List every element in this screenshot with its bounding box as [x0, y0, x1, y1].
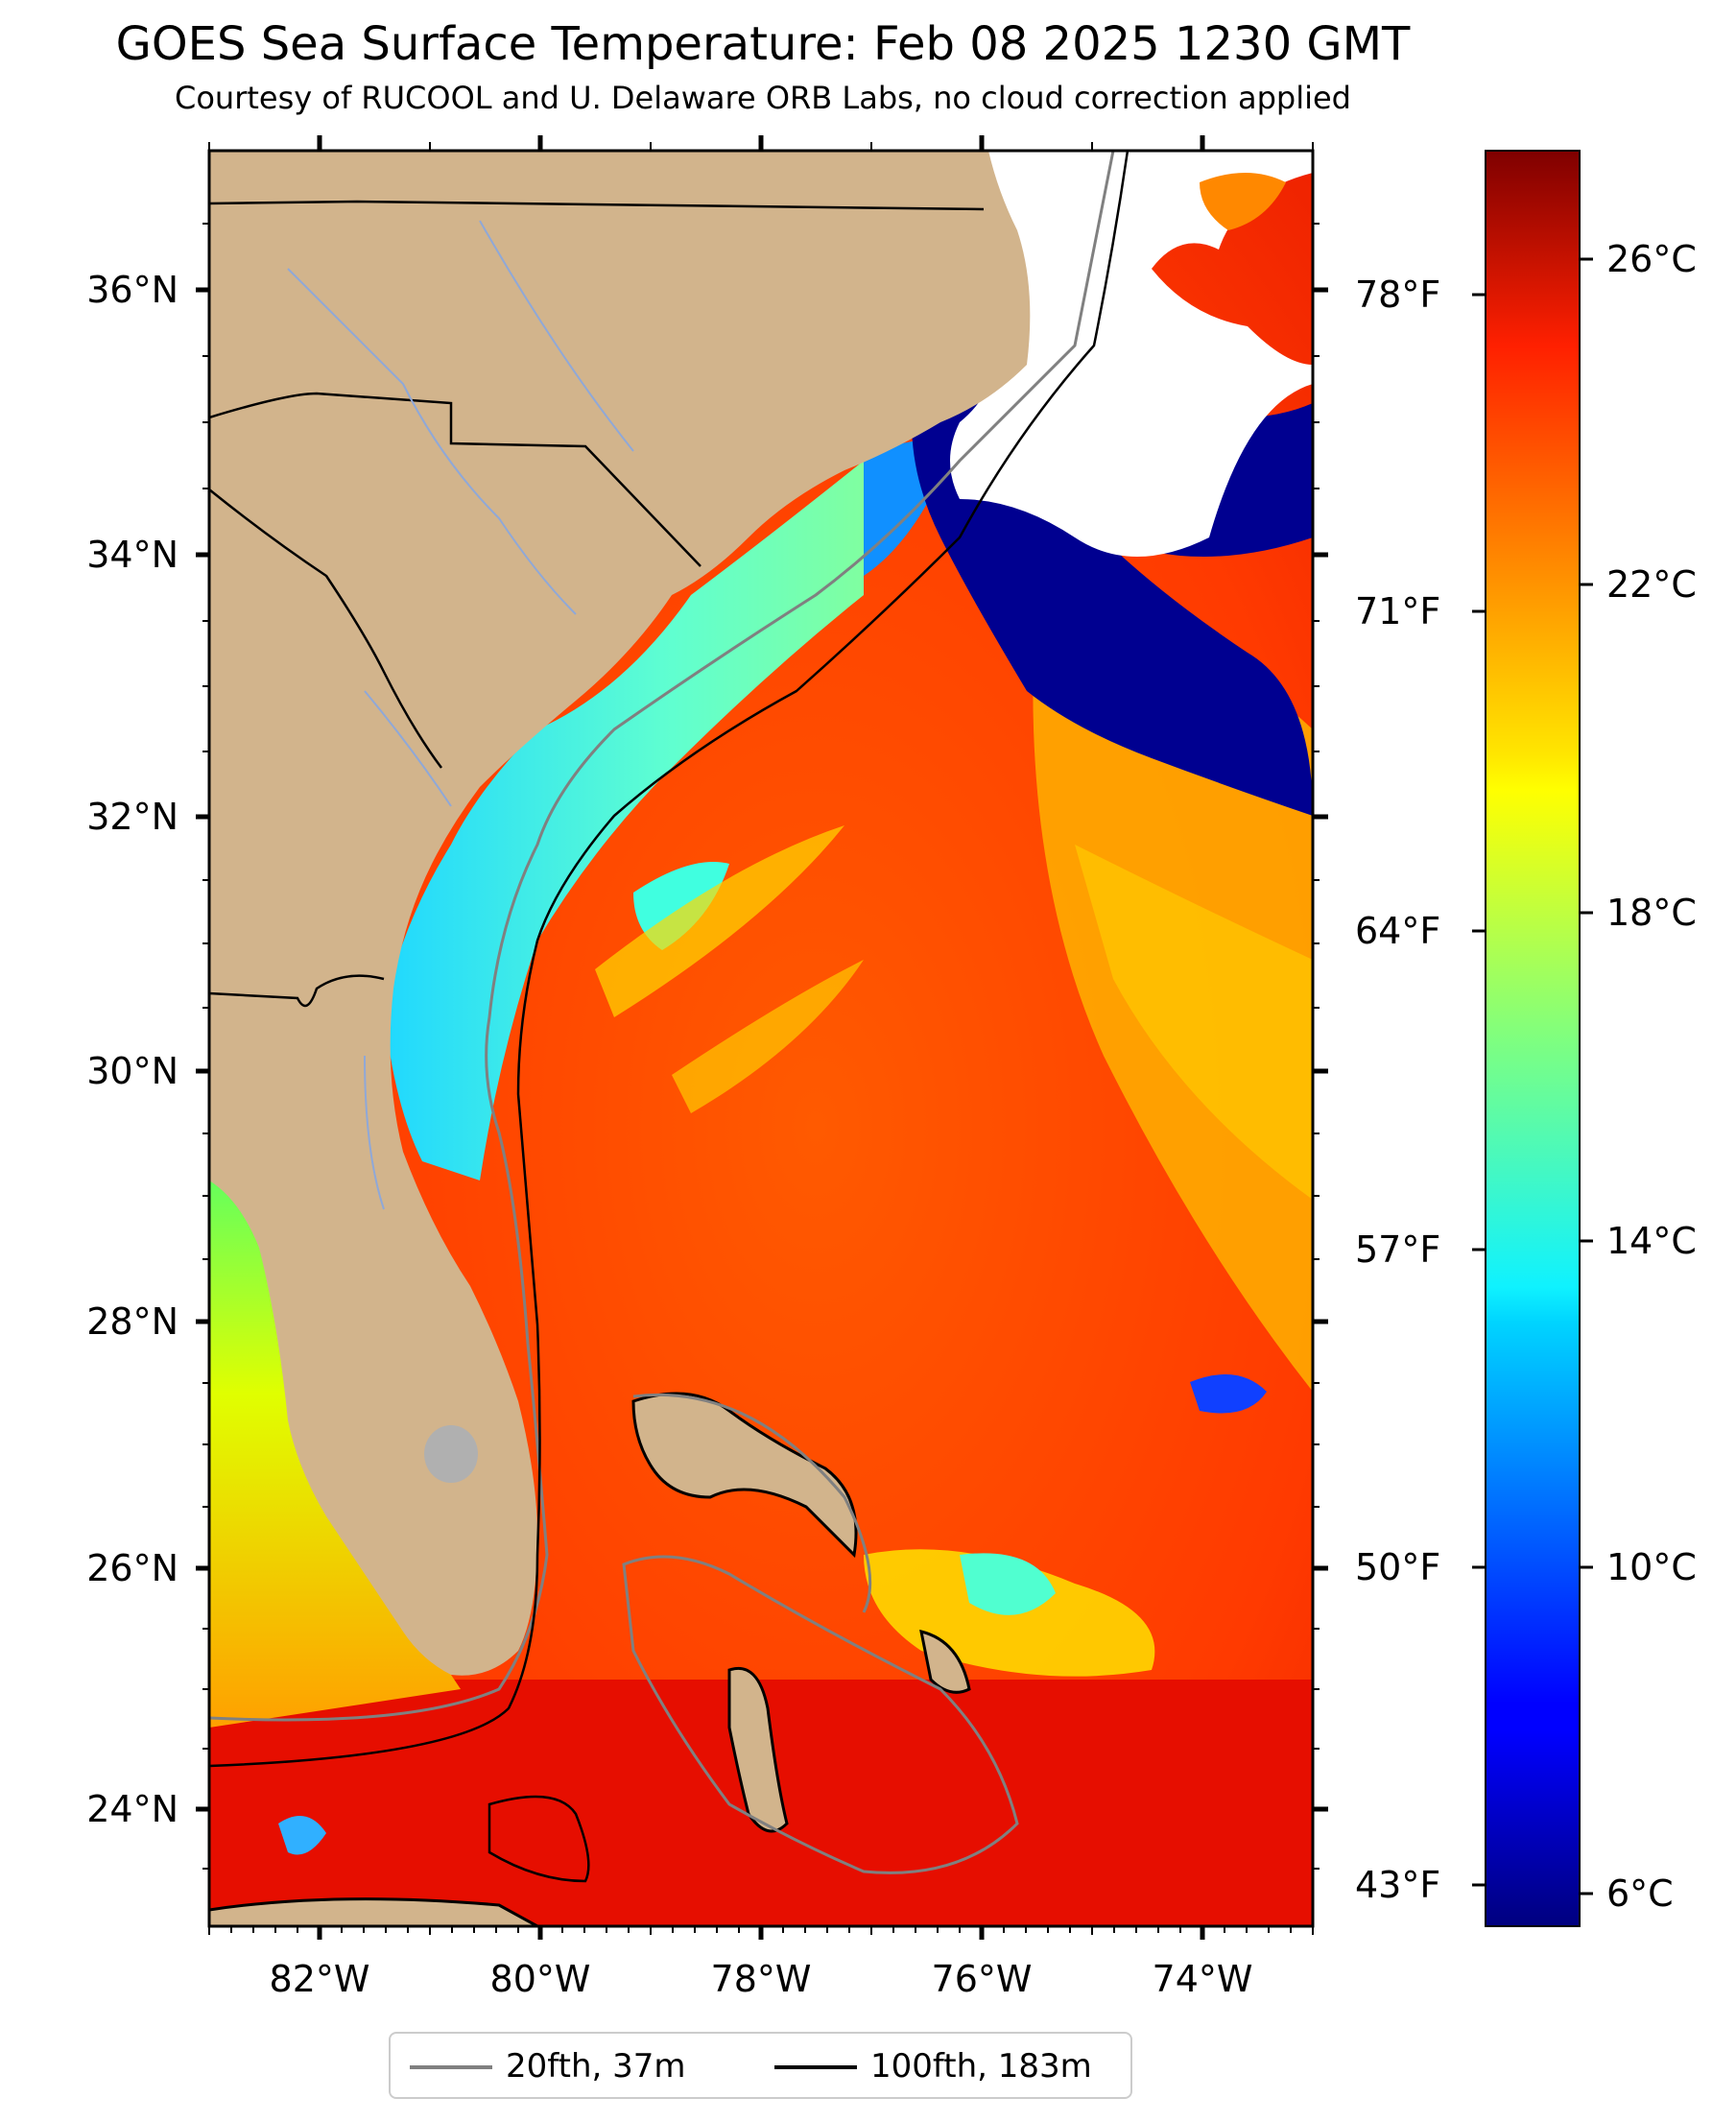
celsius-label-22: 22°C: [1606, 563, 1697, 606]
fahrenheit-label-71: 71°F: [1355, 590, 1441, 632]
legend-label-100fth: 100fth, 183m: [870, 2047, 1092, 2086]
fahrenheit-label-50: 50°F: [1355, 1546, 1441, 1588]
lon-label-80: 80°W: [489, 1958, 591, 2000]
lat-label-36: 36°N: [86, 269, 178, 311]
celsius-label-18: 18°C: [1606, 892, 1697, 934]
lon-major-ticks: [317, 135, 1205, 1940]
legend-swatch-100fth: [774, 2065, 857, 2069]
fahrenheit-label-43: 43°F: [1355, 1864, 1441, 1906]
lat-label-30: 30°N: [86, 1050, 178, 1092]
minor-ticks: [202, 142, 1320, 1935]
lon-label-76: 76°W: [931, 1958, 1033, 2000]
celsius-label-26: 26°C: [1606, 238, 1697, 280]
legend: 20fth, 37m 100fth, 183m: [389, 2032, 1132, 2099]
lon-label-78: 78°W: [710, 1958, 812, 2000]
colorbar: [1472, 150, 1593, 1927]
map-title: GOES Sea Surface Temperature: Feb 08 202…: [115, 17, 1411, 71]
lon-label-74: 74°W: [1152, 1958, 1253, 2000]
celsius-label-10: 10°C: [1606, 1546, 1697, 1588]
lat-label-34: 34°N: [86, 534, 178, 576]
celsius-label-6: 6°C: [1606, 1872, 1674, 1915]
legend-label-20fth: 20fth, 37m: [506, 2047, 686, 2086]
sst-field: [209, 151, 1313, 1926]
celsius-label-14: 14°C: [1606, 1220, 1697, 1262]
lon-label-82: 82°W: [269, 1958, 370, 2000]
map-subtitle: Courtesy of RUCOOL and U. Delaware ORB L…: [175, 80, 1351, 116]
legend-swatch-20fth: [410, 2065, 492, 2069]
lat-label-32: 32°N: [86, 796, 178, 838]
lat-major-ticks: [196, 287, 1328, 1812]
lat-label-24: 24°N: [86, 1788, 178, 1830]
lat-label-26: 26°N: [86, 1547, 178, 1589]
fahrenheit-label-57: 57°F: [1355, 1228, 1441, 1271]
fahrenheit-label-64: 64°F: [1355, 910, 1441, 952]
lat-label-28: 28°N: [86, 1300, 178, 1343]
fahrenheit-label-78: 78°F: [1355, 274, 1441, 316]
